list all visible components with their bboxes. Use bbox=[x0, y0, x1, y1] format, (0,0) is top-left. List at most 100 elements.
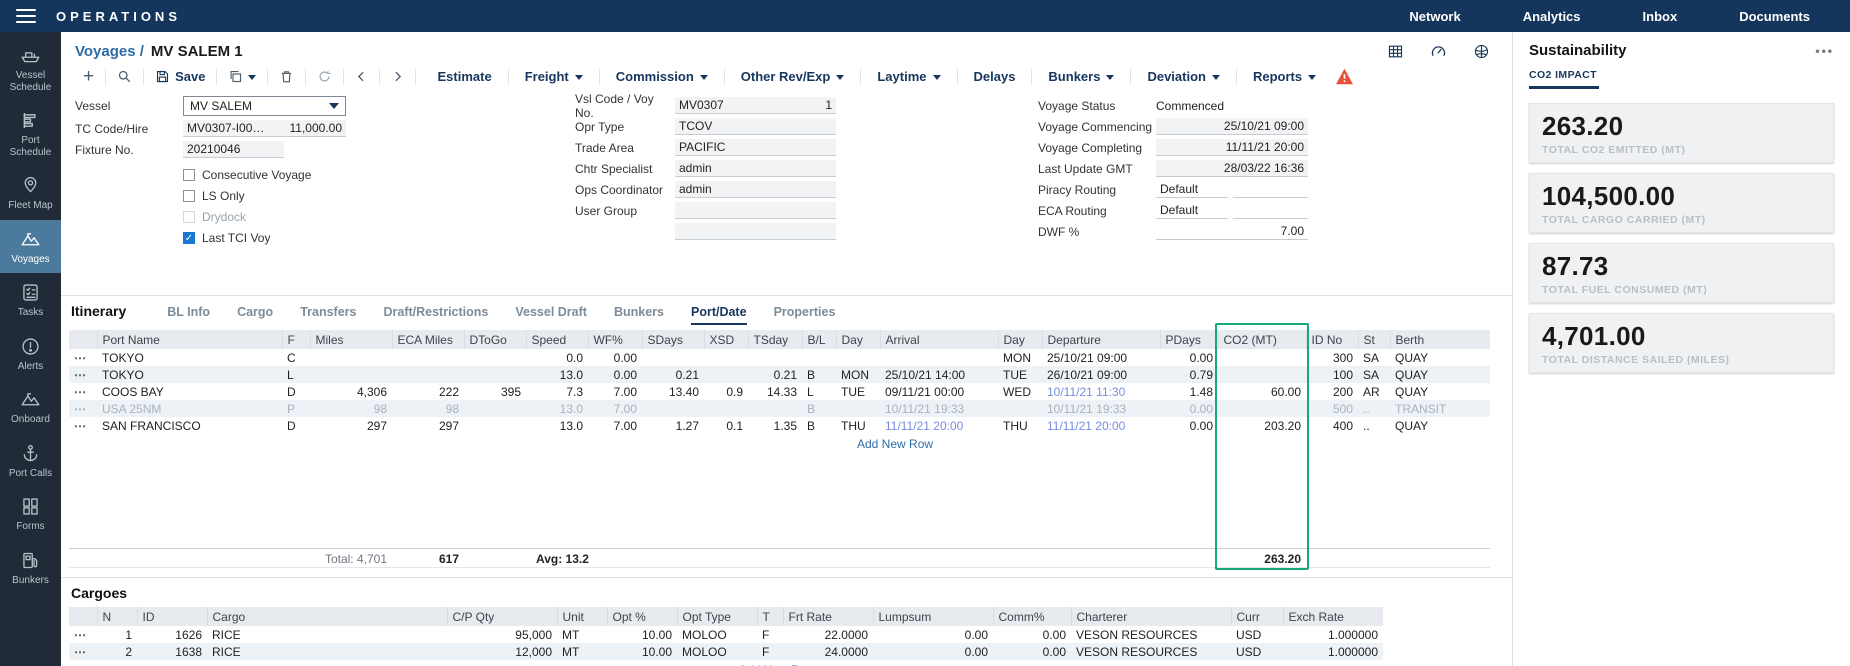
grid-cell[interactable] bbox=[998, 400, 1042, 417]
grid-cell[interactable]: 95,000 bbox=[447, 626, 557, 643]
grid-cell[interactable]: 1626 bbox=[137, 626, 207, 643]
sidebar-item-onboard[interactable]: Onboard bbox=[0, 380, 61, 434]
grid-cell[interactable]: 11/11/21 20:00 bbox=[1042, 417, 1160, 434]
grid-cell[interactable]: 222 bbox=[392, 383, 464, 400]
grid-cell[interactable]: AR bbox=[1358, 383, 1390, 400]
toolbar-button-delays[interactable]: Delays bbox=[961, 69, 1029, 84]
grid-cell[interactable]: COOS BAY bbox=[97, 383, 282, 400]
grid-cell[interactable] bbox=[704, 349, 748, 366]
grid-cell[interactable]: F bbox=[757, 626, 783, 643]
grid-cell[interactable] bbox=[836, 400, 880, 417]
grid-cell[interactable]: TUE bbox=[836, 383, 880, 400]
grid-cell[interactable]: MT bbox=[557, 626, 607, 643]
grid-cell[interactable]: 0.00 bbox=[993, 643, 1071, 660]
grid-cell[interactable]: 60.00 bbox=[1218, 383, 1306, 400]
sidebar-item-tasks[interactable]: Tasks bbox=[0, 273, 61, 327]
grid-cell[interactable]: 0.21 bbox=[748, 366, 802, 383]
add-icon[interactable]: + bbox=[75, 70, 102, 84]
tc-hire-field[interactable]: 11,000.00 bbox=[284, 120, 346, 137]
grid-cell[interactable]: 13.0 bbox=[526, 366, 588, 383]
top-nav-analytics[interactable]: Analytics bbox=[1523, 9, 1581, 24]
grid-cell[interactable]: D bbox=[282, 417, 310, 434]
grid-cell[interactable]: 24.0000 bbox=[783, 643, 873, 660]
grid-cell[interactable]: 98 bbox=[392, 400, 464, 417]
field-vsl-code-voy-no-[interactable]: MV0307 bbox=[675, 97, 789, 114]
field-empty[interactable] bbox=[675, 223, 836, 240]
grid-cell[interactable]: 0.21 bbox=[642, 366, 704, 383]
grid-cell[interactable] bbox=[310, 366, 392, 383]
grid-cell[interactable]: 100 bbox=[1306, 366, 1358, 383]
sidebar-item-fleet-map[interactable]: Fleet Map bbox=[0, 166, 61, 220]
grid-cell[interactable]: 1.000000 bbox=[1283, 626, 1383, 643]
grid-cell[interactable]: 13.40 bbox=[642, 383, 704, 400]
grid-cell[interactable]: 26/10/21 09:00 bbox=[1042, 366, 1160, 383]
grid-cell[interactable]: QUAY bbox=[1390, 417, 1490, 434]
tab-itinerary[interactable]: Itinerary bbox=[71, 303, 126, 319]
grid-cell[interactable]: B bbox=[802, 366, 836, 383]
grid-cell[interactable]: 1.27 bbox=[642, 417, 704, 434]
sidebar-item-alerts[interactable]: Alerts bbox=[0, 327, 61, 381]
grid-cell[interactable]: SAN FRANCISCO bbox=[97, 417, 282, 434]
toolbar-button-laytime[interactable]: Laytime bbox=[864, 69, 953, 84]
top-nav-documents[interactable]: Documents bbox=[1739, 9, 1810, 24]
grid-cell[interactable]: TUE bbox=[998, 366, 1042, 383]
grid-cell[interactable]: QUAY bbox=[1390, 366, 1490, 383]
field-piracy-routing[interactable]: Default bbox=[1156, 181, 1228, 198]
grid-cell[interactable]: RICE bbox=[207, 643, 447, 660]
grid-cell[interactable] bbox=[836, 349, 880, 366]
grid-cell[interactable] bbox=[1218, 349, 1306, 366]
itinerary-row[interactable]: ⋯USA 25NMP989813.07.00B10/11/21 19:3310/… bbox=[69, 400, 1490, 417]
grid-cell[interactable]: 395 bbox=[464, 383, 526, 400]
grid-cell[interactable]: 0.00 bbox=[873, 626, 993, 643]
row-menu-icon[interactable]: ⋯ bbox=[69, 400, 97, 417]
row-menu-icon[interactable]: ⋯ bbox=[69, 383, 97, 400]
grid-cell[interactable]: THU bbox=[998, 417, 1042, 434]
gauge-icon[interactable] bbox=[1430, 43, 1447, 60]
toolbar-button-freight[interactable]: Freight bbox=[512, 69, 596, 84]
field-user-group[interactable] bbox=[675, 202, 836, 219]
tab-properties[interactable]: Properties bbox=[774, 305, 836, 323]
top-nav-network[interactable]: Network bbox=[1409, 9, 1460, 24]
top-nav-inbox[interactable]: Inbox bbox=[1643, 9, 1678, 24]
refresh-icon[interactable] bbox=[309, 69, 340, 84]
grid-cell[interactable]: 7.00 bbox=[588, 400, 642, 417]
field-voyage-completing[interactable]: 11/11/21 20:00 bbox=[1156, 139, 1308, 156]
vessel-select[interactable]: MV SALEM bbox=[183, 96, 346, 116]
sidebar-item-bunkers[interactable]: Bunkers bbox=[0, 541, 61, 595]
grid-cell[interactable] bbox=[464, 349, 526, 366]
field-piracy-routing-secondary[interactable] bbox=[1233, 181, 1308, 198]
grid-cell[interactable]: 0.00 bbox=[993, 626, 1071, 643]
more-options-icon[interactable]: ••• bbox=[1815, 44, 1834, 58]
grid-view-icon[interactable] bbox=[1387, 43, 1404, 60]
field-voy-no[interactable]: 1 bbox=[789, 97, 836, 114]
grid-cell[interactable]: 1.48 bbox=[1160, 383, 1218, 400]
copy-icon[interactable] bbox=[220, 69, 264, 84]
grid-cell[interactable]: 203.20 bbox=[1218, 417, 1306, 434]
grid-cell[interactable] bbox=[880, 349, 998, 366]
grid-cell[interactable]: 300 bbox=[1306, 349, 1358, 366]
grid-cell[interactable]: 25/10/21 09:00 bbox=[1042, 349, 1160, 366]
cargoes-row[interactable]: ⋯21638RICE12,000MT10.00MOLOOF24.00000.00… bbox=[69, 643, 1383, 660]
grid-cell[interactable]: F bbox=[757, 643, 783, 660]
grid-cell[interactable]: VESON RESOURCES bbox=[1071, 626, 1231, 643]
sidebar-item-voyages[interactable]: Voyages bbox=[0, 220, 61, 274]
field-ops-coordinator[interactable]: admin bbox=[675, 181, 836, 198]
grid-cell[interactable]: 11/11/21 20:00 bbox=[880, 417, 998, 434]
grid-cell[interactable]: B bbox=[802, 400, 836, 417]
grid-cell[interactable]: 13.0 bbox=[526, 400, 588, 417]
tab-transfers[interactable]: Transfers bbox=[300, 305, 356, 323]
grid-cell[interactable]: 1638 bbox=[137, 643, 207, 660]
grid-cell[interactable]: 10/11/21 19:33 bbox=[880, 400, 998, 417]
grid-cell[interactable]: 297 bbox=[310, 417, 392, 434]
sidebar-item-port-schedule[interactable]: Port Schedule bbox=[0, 101, 61, 166]
breadcrumb-voyages-link[interactable]: Voyages / bbox=[75, 43, 144, 60]
field-dwf-[interactable]: 7.00 bbox=[1156, 223, 1308, 240]
grid-cell[interactable]: 1.35 bbox=[748, 417, 802, 434]
grid-cell[interactable]: USD bbox=[1231, 643, 1283, 660]
grid-cell[interactable]: SA bbox=[1358, 349, 1390, 366]
grid-cell[interactable]: .. bbox=[1358, 400, 1390, 417]
toolbar-button-bunkers[interactable]: Bunkers bbox=[1035, 69, 1127, 84]
grid-cell[interactable] bbox=[392, 366, 464, 383]
grid-cell[interactable]: 0.00 bbox=[1160, 400, 1218, 417]
tab-bl-info[interactable]: BL Info bbox=[167, 305, 210, 323]
